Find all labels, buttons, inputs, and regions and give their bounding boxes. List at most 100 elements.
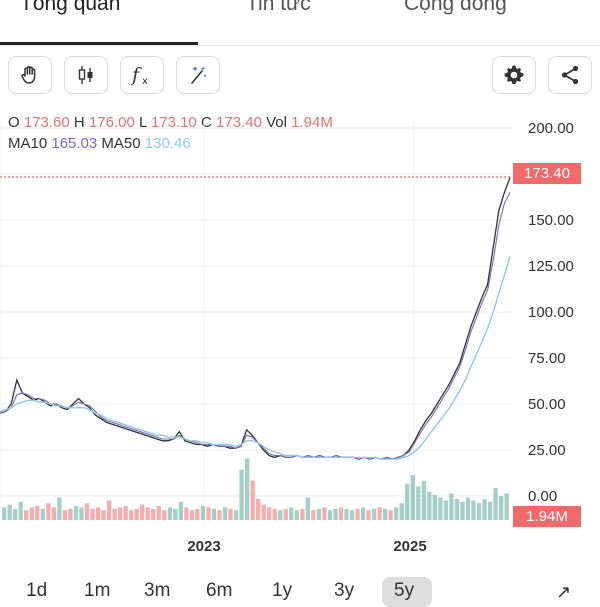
volume-bar <box>101 510 106 520</box>
range-1y[interactable]: 1y <box>272 580 293 601</box>
volume-bar <box>35 506 40 520</box>
volume-bar <box>294 510 299 520</box>
volume-bar <box>256 499 261 520</box>
volume-bar <box>443 500 449 520</box>
range-selector: 1d 1m 3m 6m 1y 3y 5y <box>0 578 600 601</box>
volume-bar <box>305 497 311 520</box>
y-tick-label: 25.00 <box>528 442 566 459</box>
settings-button[interactable] <box>492 56 536 94</box>
volume-bar <box>13 508 18 520</box>
volume-bar <box>405 483 410 520</box>
ohlc-legend: O 173.60 H 176.00 L 173.10 C 173.40 Vol … <box>8 114 333 131</box>
ma10-value: 165.03 <box>51 135 98 152</box>
tab-community[interactable]: Cộng đồng <box>404 0 507 15</box>
volume-bar <box>366 510 371 520</box>
x-tick-label: 2023 <box>187 538 220 555</box>
x-axis: 2023 2025 <box>187 538 426 555</box>
volume-bar <box>162 510 167 520</box>
volume-bar <box>46 503 51 520</box>
volume-bar <box>40 508 45 520</box>
y-tick-label: 150.00 <box>528 212 574 229</box>
y-tick-label: 50.00 <box>528 396 566 413</box>
high-value: 176.00 <box>88 114 135 131</box>
volume-bar <box>278 510 283 520</box>
volume-bar <box>84 503 90 520</box>
volume-bar <box>410 475 415 520</box>
volume-bar <box>487 501 493 520</box>
volume-bar <box>416 486 421 520</box>
volume-bar <box>79 507 84 520</box>
volume-bar <box>73 506 79 520</box>
range-1d[interactable]: 1d <box>26 580 48 601</box>
volume-bar <box>151 508 156 520</box>
volume-bar <box>504 493 509 520</box>
volume-bar <box>233 510 239 520</box>
volume-bar <box>134 508 139 520</box>
volume-bar <box>211 508 217 520</box>
volume-bar <box>394 507 399 520</box>
ma50-value: 130.46 <box>144 135 191 152</box>
top-tabs: Tổng quan Tin tức Cộng đồng <box>0 0 600 46</box>
volume-bar <box>322 507 327 520</box>
volume-bars <box>2 458 509 520</box>
volume-bar <box>106 500 112 520</box>
share-button[interactable] <box>548 56 592 94</box>
y-tick-label: 200.00 <box>528 120 574 137</box>
volume-bar <box>117 507 123 520</box>
last-price-tag: 173.40 <box>513 163 581 184</box>
range-5y[interactable]: 5y <box>394 580 415 601</box>
volume-bar <box>145 507 150 520</box>
volume-bar <box>178 501 184 520</box>
tab-news[interactable]: Tin tức <box>246 0 311 15</box>
tab-overview[interactable]: Tổng quan <box>20 0 121 15</box>
range-6m[interactable]: 6m <box>206 580 233 601</box>
range-1m[interactable]: 1m <box>84 580 111 601</box>
y-tick-label: 0.00 <box>528 488 557 505</box>
volume-bar <box>377 507 382 520</box>
expand-icon[interactable]: ↗ <box>556 582 572 602</box>
price-chart[interactable]: 200.00175.00150.00125.00100.0075.0050.00… <box>0 100 600 570</box>
open-value: 173.60 <box>23 114 70 131</box>
ma50-label: MA50 <box>101 135 141 152</box>
volume-bar <box>493 487 498 520</box>
volume-bar <box>344 508 349 520</box>
volume-bar <box>383 508 388 520</box>
volume-bar <box>62 510 68 520</box>
ma-legend: MA10 165.03 MA50 130.46 <box>8 135 191 152</box>
volume-bar <box>438 497 443 520</box>
hand-icon <box>18 63 42 87</box>
y-tick-label: 100.00 <box>528 304 574 321</box>
volume-bar <box>250 480 255 520</box>
volume-bar <box>189 510 195 520</box>
volume-bar <box>244 458 250 520</box>
price-lines <box>0 176 512 460</box>
tabs-divider <box>0 45 600 46</box>
volume-bar <box>360 507 366 520</box>
volume-bar <box>2 507 7 520</box>
volume-bar <box>140 504 145 520</box>
volume-bar <box>432 494 438 520</box>
y-tick-label: 75.00 <box>528 350 566 367</box>
hand-tool-button[interactable] <box>8 56 52 94</box>
drawing-tools-button[interactable] <box>176 56 220 94</box>
volume-bar <box>51 507 57 520</box>
volume-bar <box>465 497 471 520</box>
volume-label: Vol <box>266 114 287 131</box>
volume-bar <box>7 504 12 520</box>
volume-bar <box>184 507 189 520</box>
volume-bar <box>129 510 134 520</box>
range-3m[interactable]: 3m <box>144 580 171 601</box>
chart-type-button[interactable] <box>64 56 108 94</box>
x-tick-label: 2025 <box>393 538 426 555</box>
close-value: 173.40 <box>216 114 262 131</box>
volume-bar <box>338 507 344 520</box>
volume-bar <box>228 508 233 520</box>
volume-bar <box>454 499 460 520</box>
open-label: O <box>8 114 20 131</box>
volume-bar <box>90 508 95 520</box>
volume-bar <box>267 507 272 520</box>
volume-bar <box>95 507 101 520</box>
range-3y[interactable]: 3y <box>334 580 355 601</box>
volume-bar <box>173 508 178 520</box>
